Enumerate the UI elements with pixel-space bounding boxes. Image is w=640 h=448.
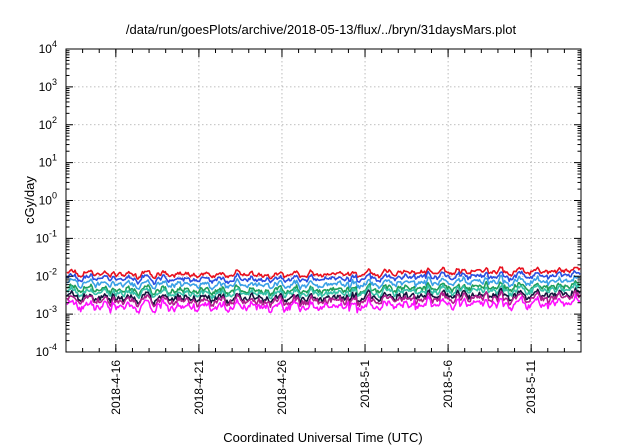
- series-line: [66, 289, 581, 309]
- y-tick-label: 10-1: [36, 228, 57, 245]
- x-tick-label: 2018-5-6: [441, 360, 455, 408]
- series-line: [66, 269, 581, 286]
- x-tick-label: 2018-4-26: [275, 360, 289, 415]
- series-line: [66, 279, 581, 297]
- x-tick-labels: 2018-4-16 2018-4-21 2018-4-26 2018-5-1 2018-…: [109, 360, 538, 415]
- x-tick-label: 2018-4-16: [109, 360, 123, 415]
- x-tick-label: 2018-5-11: [524, 360, 538, 414]
- y-tick-label: 10-3: [36, 304, 57, 321]
- series-line: [66, 266, 581, 280]
- x-tick-label: 2018-5-1: [358, 360, 372, 408]
- series-line: [66, 282, 581, 300]
- y-tick-label: 102: [39, 115, 57, 132]
- y-tick-label: 101: [39, 153, 57, 170]
- grid-lines: [66, 49, 581, 352]
- series-line: [66, 293, 581, 314]
- series-lines: [66, 266, 581, 314]
- y-tick-label: 10-2: [36, 266, 57, 283]
- x-axis-label: Coordinated Universal Time (UTC): [223, 430, 422, 445]
- y-tick-labels: 10-4 10-3 10-2 10-1 100 101 102 103 104: [36, 39, 57, 359]
- y-tick-label: 10-4: [36, 342, 57, 359]
- y-axis-label: cGy/day: [22, 176, 37, 224]
- y-tick-label: 103: [39, 77, 57, 94]
- x-tick-label: 2018-4-21: [192, 360, 206, 415]
- series-line: [66, 274, 581, 291]
- y-tick-label: 100: [39, 191, 57, 208]
- y-tick-label: 104: [39, 39, 57, 56]
- axis-ticks: [66, 48, 581, 353]
- chart-title: /data/run/goesPlots/archive/2018-05-13/f…: [126, 22, 517, 37]
